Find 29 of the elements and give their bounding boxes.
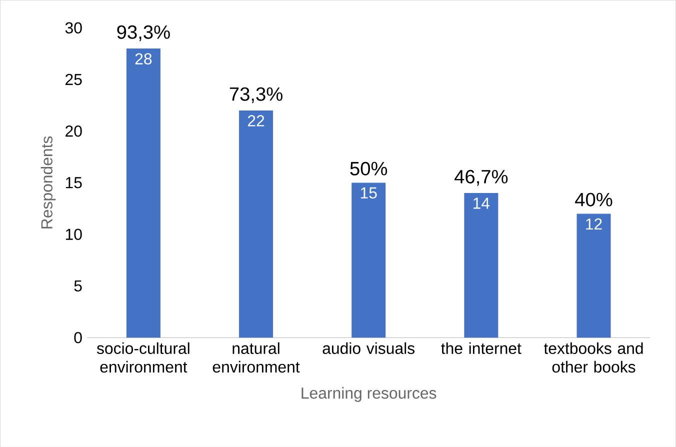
bar xyxy=(352,182,386,338)
bar xyxy=(126,48,160,338)
annotation: 73,3% xyxy=(230,87,282,103)
annotation: 40% xyxy=(575,192,612,206)
y-tick-label: 10 xyxy=(66,228,82,240)
data-label: 14 xyxy=(474,198,490,208)
y-tick-label: 30 xyxy=(65,22,82,34)
x-tick-label: the internet xyxy=(441,342,522,354)
annotation: 50% xyxy=(350,162,388,176)
y-tick-label: 15 xyxy=(66,176,82,188)
x-tick-label: textbooks and other books xyxy=(544,342,643,372)
x-tick-label: audio visuals xyxy=(322,342,414,354)
data-label: 22 xyxy=(248,114,264,126)
x-tick-label: natural environment xyxy=(212,342,300,372)
y-axis-title: Respondents xyxy=(40,136,56,228)
annotation: 46,7% xyxy=(454,170,508,186)
data-label: 15 xyxy=(360,187,377,198)
annotation: 93,3% xyxy=(117,25,170,41)
x-tick-label: socio-cultural environment xyxy=(96,342,190,372)
y-tick-label: 20 xyxy=(66,125,82,137)
data-label: 28 xyxy=(135,52,152,64)
bar xyxy=(239,110,274,338)
x-axis-title: Learning resources xyxy=(302,386,436,402)
y-tick-label: 0 xyxy=(74,332,82,344)
bar xyxy=(576,213,611,338)
data-label: 12 xyxy=(586,218,602,230)
y-tick-label: 5 xyxy=(74,280,82,292)
bar xyxy=(464,192,498,338)
y-tick-label: 25 xyxy=(66,74,82,85)
